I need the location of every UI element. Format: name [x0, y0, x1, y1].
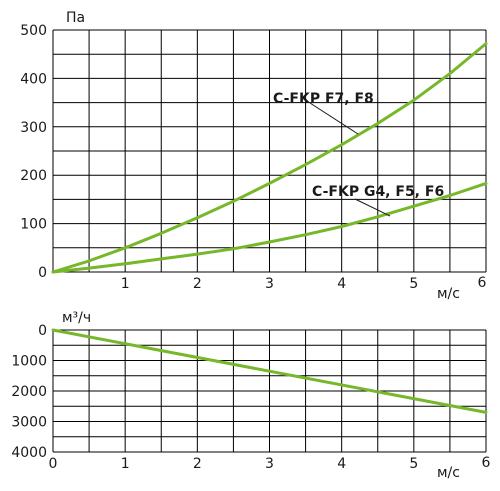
leader-line-f7-f8	[309, 102, 359, 135]
top-series-line-1	[51, 181, 488, 274]
top-x-tick-1: 1	[121, 276, 130, 292]
bottom-x-tick-1: 1	[121, 456, 130, 472]
top-grid	[52, 29, 487, 273]
top-x-tick-6: 6	[478, 275, 487, 291]
bottom-x-axis-label: м/с	[437, 465, 460, 481]
annotation-g4-f5-f6: C-FKP G4, F5, F6	[312, 184, 444, 200]
top-x-tick-2: 2	[193, 276, 202, 292]
bottom-x-tick-5: 5	[409, 456, 418, 472]
bottom-y-axis-label: м³/ч	[62, 310, 91, 326]
top-y-tick-0: 0	[38, 265, 47, 281]
top-series-group	[51, 42, 488, 274]
top-x-axis-label: м/с	[437, 286, 460, 302]
bottom-x-tick-2: 2	[193, 456, 202, 472]
top-y-tick-100: 100	[20, 217, 47, 233]
top-x-tick-5: 5	[409, 276, 418, 292]
bottom-x-tick-4: 4	[337, 456, 346, 472]
bottom-y-tick-4000: 4000	[11, 445, 47, 461]
airflow-chart: 0 1 2 3 4 5 6 0 1000 2000 3000 4000 м³/ч м/с	[11, 310, 490, 481]
top-y-axis-label: Па	[66, 10, 85, 26]
top-y-tick-500: 500	[20, 23, 47, 39]
bottom-y-tick-1000: 1000	[11, 354, 47, 370]
bottom-y-tick-3000: 3000	[11, 415, 47, 431]
top-y-tick-200: 200	[20, 168, 47, 184]
annotation-f7-f8: C-FKP F7, F8	[273, 91, 374, 107]
top-x-tick-3: 3	[265, 276, 274, 292]
pressure-drop-chart: 1 2 3 4 5 6 0 100 200 300 400 500 Па м/с C-FKP F7, …	[20, 10, 488, 302]
bottom-tick-labels: 0 1 2 3 4 5 6 0 1000 2000 3000 4000	[11, 323, 490, 472]
bottom-y-tick-2000: 2000	[11, 384, 47, 400]
top-y-tick-300: 300	[20, 120, 47, 136]
bottom-series-line-0	[51, 328, 488, 414]
bottom-series-group	[51, 328, 488, 414]
bottom-x-tick-3: 3	[265, 456, 274, 472]
top-y-tick-400: 400	[20, 71, 47, 87]
bottom-y-tick-0: 0	[38, 323, 47, 339]
bottom-x-tick-0: 0	[49, 456, 58, 472]
top-tick-labels: 1 2 3 4 5 6 0 100 200 300 400 500	[20, 23, 486, 292]
top-series-line-0	[51, 42, 488, 274]
bottom-x-tick-6: 6	[482, 455, 491, 471]
leader-line-g4-f5-f6	[354, 198, 391, 217]
bottom-grid	[52, 329, 487, 453]
top-x-tick-4: 4	[337, 276, 346, 292]
